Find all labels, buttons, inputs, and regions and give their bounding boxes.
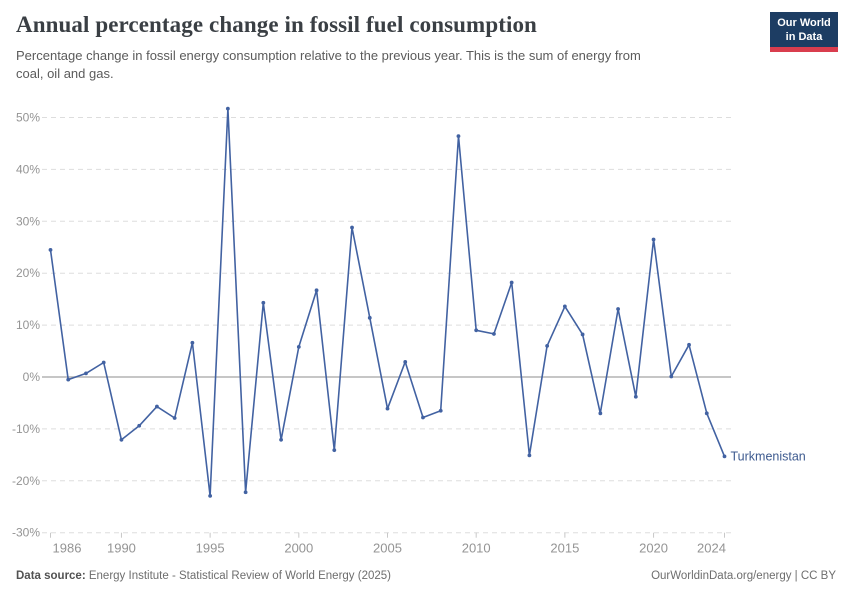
data-point[interactable] <box>527 453 532 458</box>
x-axis-tick-label: 2000 <box>284 541 313 556</box>
data-point[interactable] <box>598 411 603 416</box>
x-axis-tick-label: 2010 <box>462 541 491 556</box>
data-point[interactable] <box>296 344 301 349</box>
data-point[interactable] <box>279 437 283 442</box>
data-point[interactable] <box>261 300 266 305</box>
data-point[interactable] <box>385 406 390 411</box>
data-point[interactable] <box>545 343 550 348</box>
data-point[interactable] <box>332 448 337 453</box>
data-point[interactable] <box>119 437 124 442</box>
data-point[interactable] <box>438 408 443 413</box>
data-point[interactable] <box>704 411 709 416</box>
y-axis-tick-label: 0% <box>23 370 41 384</box>
subtitle-line-2: coal, oil and gas. <box>16 66 114 82</box>
chart-subtitle: Percentage change in fossil energy consu… <box>16 47 761 83</box>
y-axis-tick-label: 30% <box>16 214 40 228</box>
data-source: Data source: Energy Institute - Statisti… <box>16 570 391 582</box>
chart-footer: Data source: Energy Institute - Statisti… <box>16 570 836 582</box>
data-point[interactable] <box>314 288 319 293</box>
data-point[interactable] <box>101 360 106 365</box>
data-point[interactable] <box>633 394 638 399</box>
data-point[interactable] <box>722 454 727 459</box>
x-axis-tick-label: 1995 <box>196 541 225 556</box>
y-axis-tick-label: 40% <box>16 162 40 176</box>
data-point[interactable] <box>651 237 656 242</box>
data-point[interactable] <box>669 374 674 379</box>
data-point[interactable] <box>403 360 408 364</box>
y-axis-tick-label: 50% <box>16 111 40 125</box>
data-point[interactable] <box>190 340 195 345</box>
logo-line-1: Our World <box>777 17 831 29</box>
x-axis-tick-label: 1986 <box>53 541 82 556</box>
data-point[interactable] <box>580 332 585 337</box>
data-point[interactable] <box>84 371 88 376</box>
y-axis-tick-label: 20% <box>16 266 40 280</box>
data-point[interactable] <box>456 134 461 139</box>
data-point[interactable] <box>562 304 567 309</box>
data-point[interactable] <box>492 332 496 336</box>
x-axis-tick-label: 2024 <box>697 541 726 556</box>
chart-header: Annual percentage change in fossil fuel … <box>16 12 761 83</box>
series-label-turkmenistan[interactable]: Turkmenistan <box>731 449 806 463</box>
data-point[interactable] <box>66 377 71 382</box>
data-source-text: Energy Institute - Statistical Review of… <box>85 570 391 582</box>
data-point[interactable] <box>687 342 691 347</box>
data-point[interactable] <box>350 225 354 230</box>
x-axis-tick-label: 2015 <box>550 541 579 556</box>
subtitle-line-1: Percentage change in fossil energy consu… <box>16 48 641 63</box>
data-point[interactable] <box>421 415 425 420</box>
data-point[interactable] <box>225 106 230 111</box>
data-point[interactable] <box>616 307 620 311</box>
data-point[interactable] <box>137 423 142 428</box>
y-axis-tick-label: -10% <box>12 422 40 436</box>
data-point[interactable] <box>208 493 213 498</box>
data-point[interactable] <box>509 280 514 285</box>
series-line-turkmenistan[interactable] <box>49 107 726 497</box>
data-point[interactable] <box>474 328 479 333</box>
x-axis-tick-label: 2020 <box>639 541 668 556</box>
logo-line-2: in Data <box>785 31 823 44</box>
data-point[interactable] <box>243 490 248 495</box>
y-axis-tick-label: 10% <box>16 318 40 332</box>
data-source-label: Data source: <box>16 570 86 582</box>
data-point[interactable] <box>172 416 177 420</box>
data-point[interactable] <box>367 315 372 320</box>
y-axis-tick-label: -30% <box>12 526 40 540</box>
page-title: Annual percentage change in fossil fuel … <box>16 12 537 37</box>
y-axis-tick-label: -20% <box>12 474 40 488</box>
owid-link[interactable]: OurWorldinData.org/energy | CC BY <box>651 570 836 582</box>
owid-logo[interactable]: Our World in Data <box>770 12 838 52</box>
line-chart[interactable]: 50% 40% 30% 20% 10% 0% -10% -20% -30% 1986 1990 199… <box>0 98 850 564</box>
x-axis-tick-label: 2005 <box>373 541 402 556</box>
data-point[interactable] <box>155 404 159 409</box>
data-point[interactable] <box>48 247 53 252</box>
x-axis-tick-label: 1990 <box>107 541 136 556</box>
